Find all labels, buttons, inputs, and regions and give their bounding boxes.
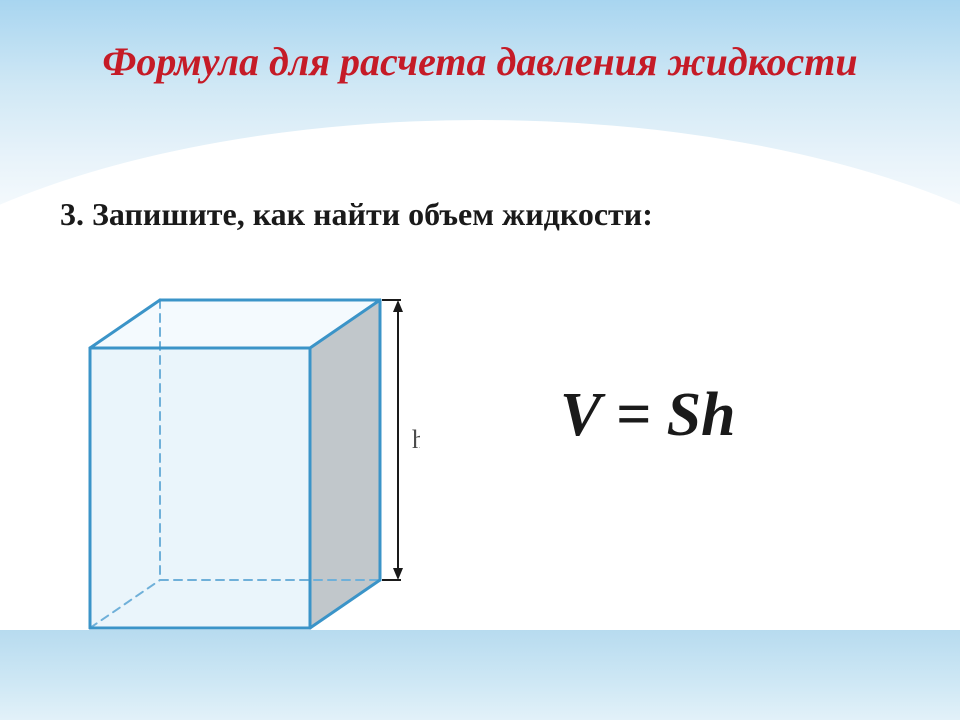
prism-diagram: h (80, 258, 420, 643)
question-text: 3. Запишите, как найти объем жидкости: (60, 196, 653, 233)
height-label: h (412, 425, 420, 454)
slide-title: Формула для расчета давления жидкости (0, 38, 960, 85)
prism-svg: h (80, 258, 420, 638)
slide-content: Формула для расчета давления жидкости 3.… (0, 0, 960, 720)
volume-formula: V = Sh (560, 380, 736, 451)
